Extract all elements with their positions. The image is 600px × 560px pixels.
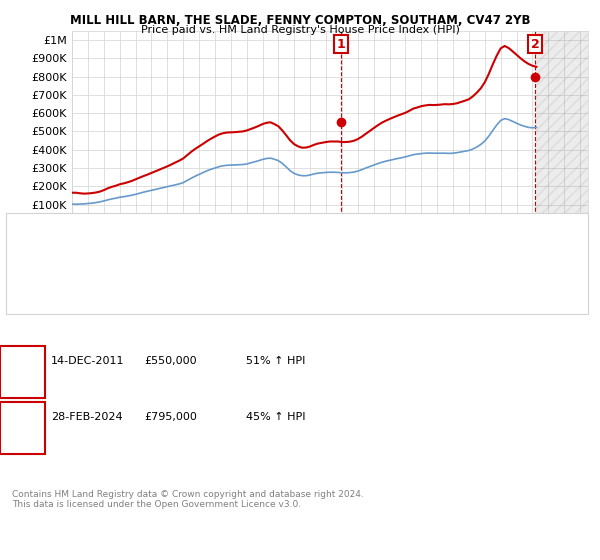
Text: 1: 1 bbox=[337, 38, 346, 51]
Text: HPI: Average price, detached house, Stratford-on-Avon: HPI: Average price, detached house, Stra… bbox=[54, 255, 321, 265]
Text: 28-FEB-2024: 28-FEB-2024 bbox=[51, 412, 122, 422]
Bar bbox=[536, 31, 588, 223]
Text: 2: 2 bbox=[530, 38, 539, 51]
Text: Contains HM Land Registry data © Crown copyright and database right 2024.
This d: Contains HM Land Registry data © Crown c… bbox=[12, 490, 364, 510]
Text: MILL HILL BARN, THE SLADE, FENNY COMPTON, SOUTHAM, CV47 2YB (detached house): MILL HILL BARN, THE SLADE, FENNY COMPTON… bbox=[54, 239, 482, 249]
Text: 2: 2 bbox=[17, 420, 27, 435]
Text: MILL HILL BARN, THE SLADE, FENNY COMPTON, SOUTHAM, CV47 2YB: MILL HILL BARN, THE SLADE, FENNY COMPTON… bbox=[70, 14, 530, 27]
Text: 1: 1 bbox=[17, 365, 27, 379]
Text: £795,000: £795,000 bbox=[144, 412, 197, 422]
Text: 45% ↑ HPI: 45% ↑ HPI bbox=[246, 412, 305, 422]
Text: £550,000: £550,000 bbox=[144, 356, 197, 366]
Text: ——: —— bbox=[24, 253, 52, 267]
Text: ——: —— bbox=[24, 237, 52, 251]
Text: 14-DEC-2011: 14-DEC-2011 bbox=[51, 356, 125, 366]
Text: Price paid vs. HM Land Registry's House Price Index (HPI): Price paid vs. HM Land Registry's House … bbox=[140, 25, 460, 35]
Text: 51% ↑ HPI: 51% ↑ HPI bbox=[246, 356, 305, 366]
